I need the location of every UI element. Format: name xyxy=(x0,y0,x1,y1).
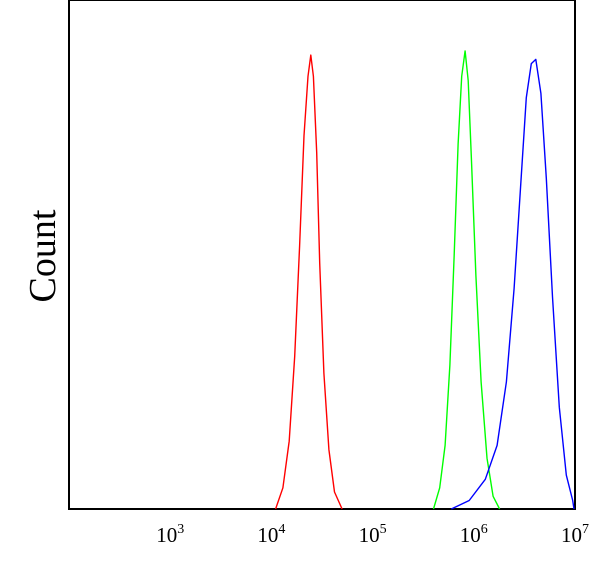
x-tick-base: 10 xyxy=(257,523,278,547)
x-tick-labels: 103 104 105 106 107 xyxy=(156,522,589,547)
x-tick-label-2: 104 xyxy=(257,522,285,547)
x-tick-label-5: 107 xyxy=(561,522,589,547)
x-tick-base: 10 xyxy=(359,523,380,547)
x-tick-base: 10 xyxy=(561,523,582,547)
x-tick-exponent: 6 xyxy=(481,522,488,537)
series-layer xyxy=(274,50,575,510)
x-tick-base: 10 xyxy=(156,523,177,547)
y-axis-label: Count xyxy=(22,209,64,302)
x-tick-exponent: 3 xyxy=(177,522,184,537)
x-tick-label-4: 106 xyxy=(460,522,488,547)
x-tick-label-3: 105 xyxy=(359,522,387,547)
histogram-series-1 xyxy=(274,54,343,510)
histogram-series-3 xyxy=(450,58,575,510)
plot-frame xyxy=(68,0,576,510)
x-tick-exponent: 7 xyxy=(582,522,589,537)
x-tick-label-1: 103 xyxy=(156,522,184,547)
x-tick-exponent: 5 xyxy=(380,522,387,537)
x-tick-exponent: 4 xyxy=(278,522,285,537)
histogram-series-2 xyxy=(432,50,501,510)
x-tick-base: 10 xyxy=(460,523,481,547)
